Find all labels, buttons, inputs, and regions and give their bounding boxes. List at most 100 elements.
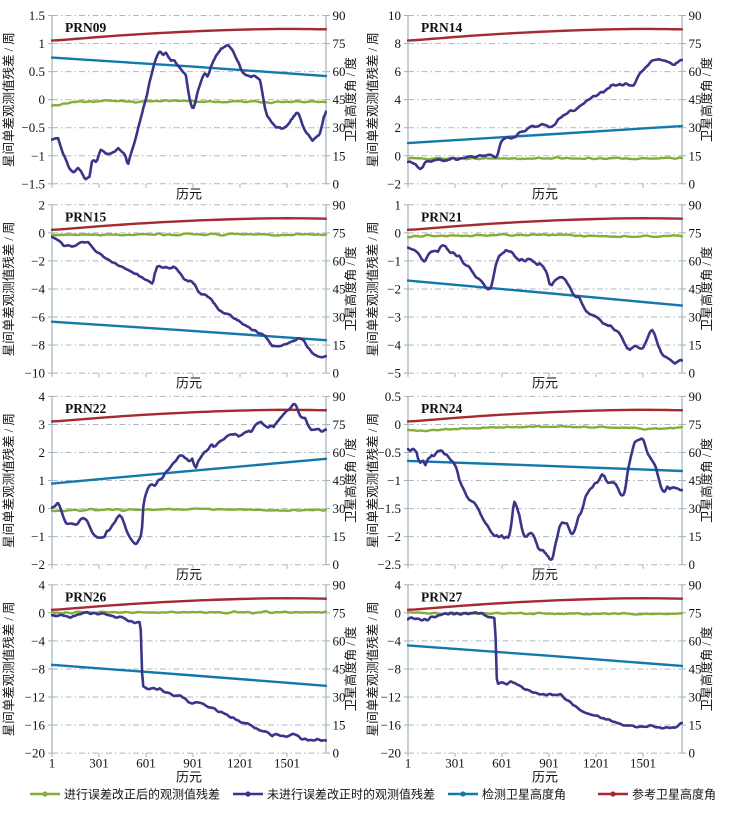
subplot-PRN21: PRN21 1 0 −1 −2 −3 −4 −5 90 75 60 45 30 15 0 历元 星间单差观测值残… [365, 197, 714, 390]
right-axis-title: 卫星高度角 / 度 [699, 438, 714, 523]
right-ytick-label: 45 [333, 92, 346, 107]
right-ytick-label: 90 [333, 577, 346, 592]
right-ytick-label: 0 [689, 746, 696, 761]
line-reference-elevation [407, 408, 683, 423]
ytick-label: −3 [387, 310, 401, 325]
ytick-label: 10 [388, 8, 401, 23]
right-ytick-label: 60 [333, 633, 346, 648]
xtick-label: 1201 [227, 756, 253, 771]
line-reference-elevation [51, 408, 327, 423]
xtick-label: 601 [492, 756, 512, 771]
right-ytick-label: 75 [333, 225, 346, 240]
right-ytick-label: 15 [689, 529, 702, 544]
right-ytick-label: 0 [333, 176, 340, 191]
series-group-PRN26 [51, 597, 327, 743]
line-corrected-residual [407, 424, 683, 433]
right-ytick-label: 30 [689, 310, 702, 325]
right-axis-title: 卫星高度角 / 度 [699, 246, 714, 331]
right-ytick-label: 45 [689, 473, 702, 488]
legend-marker-corrected_residual [42, 791, 48, 797]
line-reference-elevation [407, 217, 683, 232]
right-ytick-label: 15 [333, 718, 346, 733]
subplot-title-PRN26: PRN26 [65, 589, 106, 604]
right-ytick-label: 75 [689, 417, 702, 432]
ytick-label: 1.5 [29, 8, 45, 23]
ytick-label: −4 [31, 281, 45, 296]
line-reference-elevation [51, 217, 327, 232]
line-uncorrected-residual [51, 610, 327, 743]
left-axis-title: 星间单差观测值残差 / 周 [365, 602, 380, 737]
legend-label-detected_elevation: 检测卫星高度角 [482, 787, 566, 802]
ytick-label: −2 [387, 281, 401, 296]
right-ytick-label: 45 [333, 473, 346, 488]
ytick-label: −6 [31, 310, 45, 325]
x-axis-title: 历元 [176, 567, 202, 582]
legend-item-reference_elevation: 参考卫星高度角 [598, 787, 716, 802]
xtick-label: 301 [89, 756, 109, 771]
right-ytick-label: 30 [333, 690, 346, 705]
right-ytick-label: 60 [689, 445, 702, 460]
gridlines-PRN15 [52, 204, 326, 374]
x-axis-title: 历元 [532, 186, 558, 201]
right-ytick-label: 15 [689, 148, 702, 163]
ytick-label: −1 [31, 148, 45, 163]
right-ytick-label: 75 [333, 605, 346, 620]
left-axis-title: 星间单差观测值残差 / 周 [1, 602, 16, 737]
ytick-label: 0 [395, 417, 402, 432]
line-corrected-residual [51, 609, 327, 615]
right-ytick-label: 30 [333, 120, 346, 135]
right-axis-title: 卫星高度角 / 度 [343, 246, 358, 331]
ytick-label: −2 [31, 557, 45, 572]
legend-item-uncorrected_residual: 未进行误差改正时的观测值残差 [233, 787, 435, 802]
xtick-label: 1501 [630, 756, 656, 771]
right-ytick-label: 30 [333, 501, 346, 516]
gridlines-PRN21 [408, 204, 682, 374]
right-ytick-label: 30 [689, 501, 702, 516]
right-ytick-label: 45 [333, 281, 346, 296]
series-group-PRN24 [407, 408, 683, 562]
right-ytick-label: 45 [689, 92, 702, 107]
subplot-title-PRN24: PRN24 [421, 401, 462, 416]
ytick-label: 0 [395, 148, 402, 163]
right-axis-title: 卫星高度角 / 度 [343, 626, 358, 711]
subplot-title-PRN14: PRN14 [421, 20, 462, 35]
ytick-label: −4 [387, 633, 401, 648]
x-axis-title: 历元 [176, 376, 202, 391]
subplot-PRN09: PRN09 1.5 1 0.5 0 −0.5 −1 −1.5 90 75 60 45 30 15 0 历元 星间… [1, 8, 358, 201]
ytick-label: −8 [387, 661, 401, 676]
ytick-label: −1 [387, 473, 401, 488]
right-axis-title: 卫星高度角 / 度 [343, 438, 358, 523]
ytick-label: −0.5 [377, 445, 401, 460]
ytick-label: −8 [31, 338, 45, 353]
right-axis-title: 卫星高度角 / 度 [343, 57, 358, 142]
right-ytick-label: 0 [689, 176, 696, 191]
legend-item-detected_elevation: 检测卫星高度角 [448, 787, 566, 802]
x-axis-title: 历元 [176, 186, 202, 201]
right-ytick-label: 90 [689, 197, 702, 212]
ytick-label: 0 [39, 92, 46, 107]
ytick-label: −1.5 [377, 501, 401, 516]
right-ytick-label: 0 [689, 557, 696, 572]
series-group-PRN22 [51, 402, 327, 546]
axis-ticks-PRN26 [48, 584, 330, 758]
line-uncorrected-residual [51, 402, 327, 546]
right-ytick-label: 30 [333, 310, 346, 325]
subplot-title-PRN22: PRN22 [65, 401, 106, 416]
right-ytick-label: 0 [333, 746, 340, 761]
line-detected-elevation [51, 56, 327, 78]
right-ytick-label: 75 [689, 605, 702, 620]
left-axis-title: 星间单差观测值残差 / 周 [365, 413, 380, 548]
ytick-label: 4 [395, 92, 402, 107]
ytick-label: 4 [39, 577, 46, 592]
ytick-label: 2 [39, 445, 46, 460]
right-ytick-label: 90 [689, 389, 702, 404]
ytick-label: 4 [39, 389, 46, 404]
right-ytick-label: 60 [689, 633, 702, 648]
x-axis-title: 历元 [532, 770, 558, 785]
subplot-PRN14: PRN14 10 8 6 4 2 0 −2 90 75 60 45 30 15 0 历元 星间单差观测值残差 /… [365, 8, 714, 201]
line-uncorrected-residual [407, 244, 683, 365]
